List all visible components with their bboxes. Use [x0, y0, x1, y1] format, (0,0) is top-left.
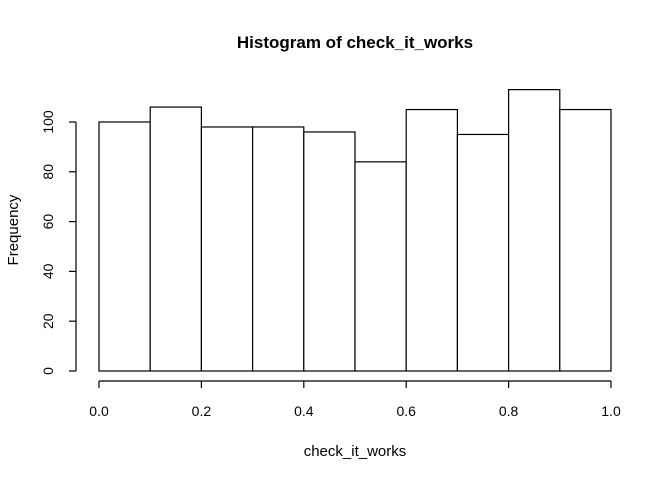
- y-axis: 0 20 40 60 80 100: [40, 110, 77, 375]
- x-axis: 0.0 0.2 0.4 0.6 0.8 1.0: [89, 380, 621, 419]
- x-tick-label: 0.0: [89, 403, 109, 419]
- y-tick-label: 80: [40, 164, 56, 180]
- y-tick-label: 40: [40, 263, 56, 279]
- x-tick-label: 1.0: [601, 403, 621, 419]
- x-tick-label: 0.6: [396, 403, 416, 419]
- histogram-bar: [354, 161, 407, 372]
- histogram-bars: [98, 89, 612, 372]
- histogram-bar: [559, 108, 612, 372]
- chart-title: Histogram of check_it_works: [237, 33, 473, 52]
- histogram-bar: [252, 126, 305, 372]
- histogram-bar: [456, 133, 510, 372]
- x-tick-label: 0.4: [294, 403, 314, 419]
- y-tick-label: 60: [40, 214, 56, 230]
- histogram-bar: [405, 108, 459, 372]
- x-tick-label: 0.2: [192, 403, 212, 419]
- histogram-bar: [200, 126, 254, 372]
- x-tick-label: 0.8: [499, 403, 519, 419]
- histogram-bar: [303, 131, 356, 372]
- y-tick-label: 20: [40, 313, 56, 329]
- histogram-bar: [98, 121, 151, 372]
- y-tick-label: 100: [40, 110, 56, 134]
- y-tick-label: 0: [40, 367, 56, 375]
- x-axis-label: check_it_works: [304, 443, 407, 460]
- y-axis-label: Frequency: [5, 194, 22, 265]
- histogram-bar: [149, 106, 202, 372]
- histogram-bar: [508, 89, 561, 372]
